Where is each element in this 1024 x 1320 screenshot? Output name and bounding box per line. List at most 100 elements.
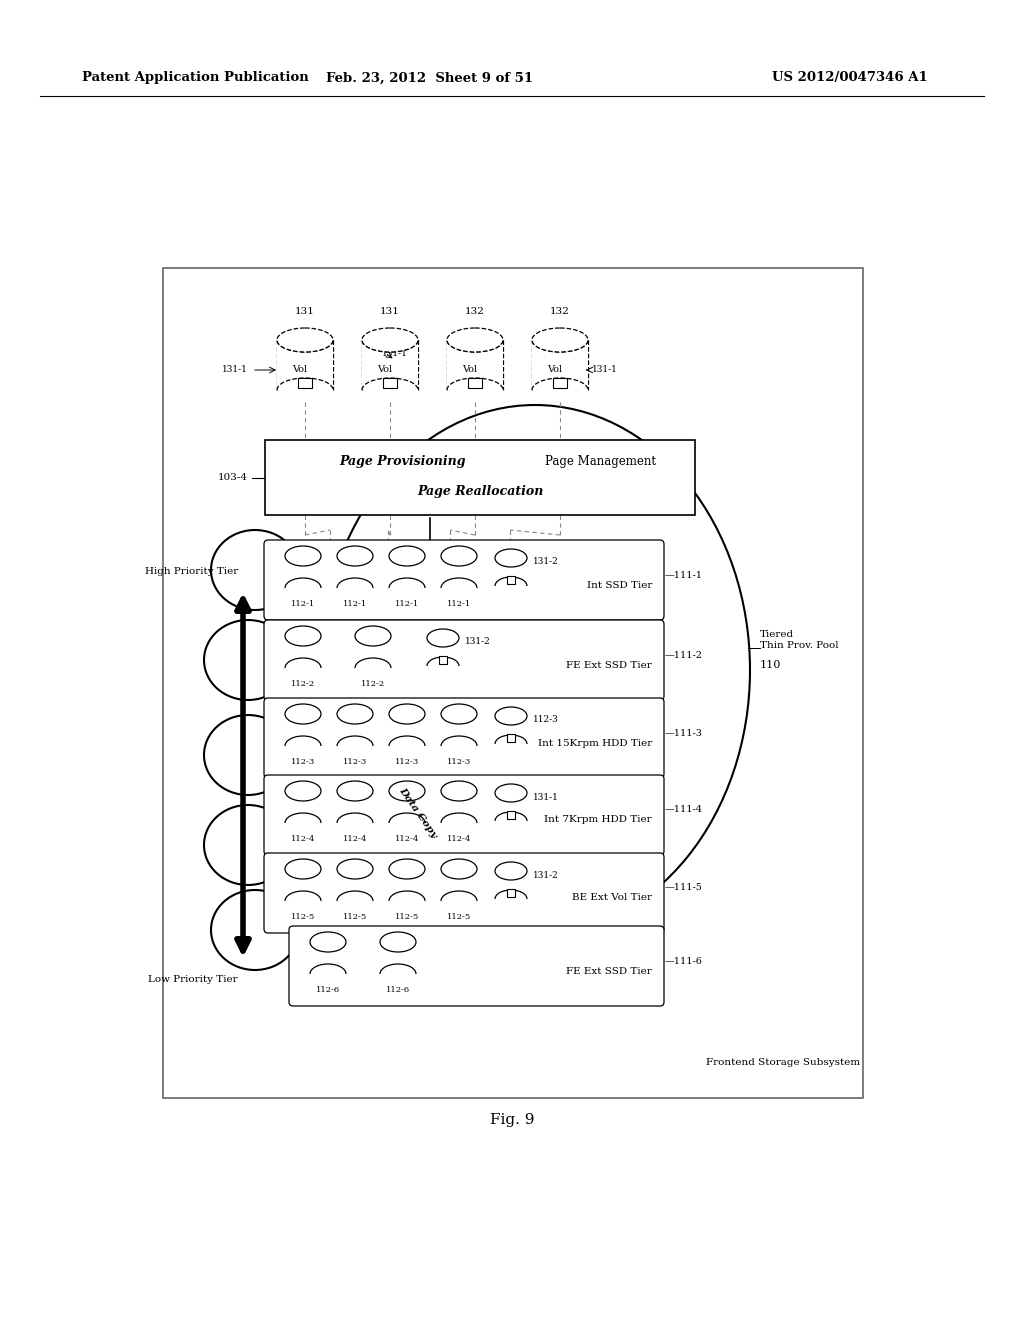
Bar [507,888,515,898]
Text: 112-5: 112-5 [395,913,419,921]
Bar [298,378,312,388]
Polygon shape [337,869,373,902]
Polygon shape [495,558,527,586]
FancyBboxPatch shape [264,775,664,855]
Text: —111-6: —111-6 [665,957,702,965]
Polygon shape [441,869,477,902]
Text: 112-3: 112-3 [534,715,559,725]
Ellipse shape [204,715,292,795]
Text: —111-2: —111-2 [665,651,703,660]
Ellipse shape [362,327,418,352]
Polygon shape [285,714,321,746]
FancyBboxPatch shape [163,268,863,1098]
Text: 131-2: 131-2 [465,638,490,647]
Polygon shape [495,715,527,744]
Ellipse shape [495,862,527,880]
Polygon shape [337,791,373,822]
Text: FE Ext SSD Tier: FE Ext SSD Tier [566,660,652,669]
Text: 131-1: 131-1 [382,348,408,358]
FancyBboxPatch shape [264,853,664,933]
Polygon shape [389,869,425,902]
Polygon shape [441,556,477,587]
Ellipse shape [355,626,391,645]
Polygon shape [389,714,425,746]
Ellipse shape [337,859,373,879]
Text: 131-2: 131-2 [534,557,559,566]
Polygon shape [380,942,416,974]
FancyBboxPatch shape [264,620,664,700]
Text: Int SSD Tier: Int SSD Tier [587,581,652,590]
Polygon shape [441,714,477,746]
Ellipse shape [285,781,321,801]
Ellipse shape [441,704,477,723]
Text: Tiered
Thin Prov. Pool: Tiered Thin Prov. Pool [760,630,839,651]
Polygon shape [427,638,459,667]
Text: Vol: Vol [293,366,307,375]
Text: 112-2: 112-2 [291,680,315,688]
Text: 112-1: 112-1 [291,601,315,609]
Text: High Priority Tier: High Priority Tier [144,568,238,577]
Polygon shape [355,636,391,668]
Ellipse shape [204,620,292,700]
Bar [507,810,515,818]
Ellipse shape [285,704,321,723]
FancyBboxPatch shape [265,440,695,515]
Text: 131-2: 131-2 [534,870,559,879]
Polygon shape [362,341,418,389]
Text: Vol: Vol [378,366,392,375]
Polygon shape [441,791,477,822]
Ellipse shape [441,546,477,566]
Text: 112-5: 112-5 [343,913,368,921]
Text: —111-5: —111-5 [665,883,702,892]
Text: 132: 132 [550,308,570,315]
Text: Int 7Krpm HDD Tier: Int 7Krpm HDD Tier [545,816,652,825]
Text: Page Provisioning: Page Provisioning [339,455,466,469]
Text: Int 15Krpm HDD Tier: Int 15Krpm HDD Tier [538,738,652,747]
Text: 112-5: 112-5 [291,913,315,921]
Text: 132: 132 [465,308,485,315]
Text: Fig. 9: Fig. 9 [489,1113,535,1127]
Text: Page Reallocation: Page Reallocation [417,486,543,499]
Polygon shape [285,636,321,668]
Polygon shape [337,714,373,746]
Polygon shape [310,942,346,974]
Text: 131-1: 131-1 [534,792,559,801]
Text: 112-2: 112-2 [360,680,385,688]
Ellipse shape [532,327,588,352]
Polygon shape [285,791,321,822]
Polygon shape [532,341,588,389]
Text: Vol: Vol [548,366,562,375]
Ellipse shape [441,781,477,801]
Ellipse shape [337,781,373,801]
Ellipse shape [380,932,416,952]
Text: 112-1: 112-1 [343,601,368,609]
Text: 112-4: 112-4 [446,836,471,843]
Text: —111-4: —111-4 [665,805,703,814]
Ellipse shape [495,784,527,803]
Text: Low Priority Tier: Low Priority Tier [148,975,238,985]
Text: 131-1: 131-1 [222,366,248,375]
Ellipse shape [389,781,425,801]
Ellipse shape [285,626,321,645]
Text: 112-6: 112-6 [316,986,340,994]
Ellipse shape [447,327,503,352]
Ellipse shape [337,704,373,723]
Text: 112-1: 112-1 [446,601,471,609]
Ellipse shape [204,805,292,884]
Text: US 2012/0047346 A1: US 2012/0047346 A1 [772,71,928,84]
Ellipse shape [278,327,333,352]
Ellipse shape [285,859,321,879]
Ellipse shape [211,531,299,610]
Ellipse shape [495,549,527,568]
Text: Vol: Vol [463,366,477,375]
Text: 112-5: 112-5 [446,913,471,921]
Text: 103-4: 103-4 [218,473,248,482]
Ellipse shape [337,546,373,566]
Polygon shape [285,556,321,587]
Polygon shape [337,556,373,587]
Polygon shape [495,793,527,821]
FancyBboxPatch shape [264,698,664,777]
FancyBboxPatch shape [264,540,664,620]
Text: BE Ext Vol Tier: BE Ext Vol Tier [572,894,652,903]
Ellipse shape [211,890,299,970]
